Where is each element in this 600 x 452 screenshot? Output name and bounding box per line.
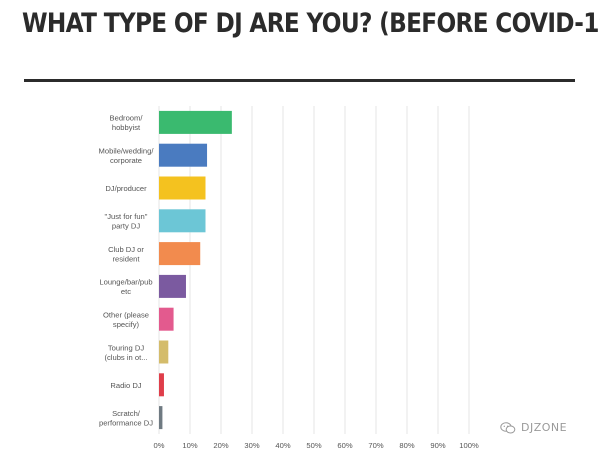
bar xyxy=(159,406,163,430)
x-tick-label: 100% xyxy=(459,441,479,450)
watermark: DJZONE xyxy=(500,421,567,434)
bar xyxy=(159,340,169,364)
x-tick-label: 20% xyxy=(213,441,228,450)
title-divider xyxy=(24,79,575,82)
bar xyxy=(159,176,206,200)
bar xyxy=(159,209,206,233)
x-tick-label: 60% xyxy=(337,441,352,450)
x-tick-label: 0% xyxy=(154,441,165,450)
category-label: Touring DJ (clubs in ot... xyxy=(104,343,147,362)
x-tick-label: 30% xyxy=(244,441,259,450)
category-label: Mobile/wedding/corporate xyxy=(99,146,155,165)
category-label: Radio DJ xyxy=(110,381,141,390)
x-tick-label: 40% xyxy=(275,441,290,450)
bar xyxy=(159,274,186,298)
category-label: Club DJ or resident xyxy=(108,245,144,264)
wechat-icon xyxy=(500,421,516,433)
bar xyxy=(159,110,232,134)
bar xyxy=(159,307,174,331)
category-label: Scratch/performance DJ xyxy=(99,409,153,428)
category-label: "Just for fun" party DJ xyxy=(105,212,148,231)
x-tick-label: 50% xyxy=(306,441,321,450)
x-tick-label: 80% xyxy=(399,441,414,450)
x-tick-label: 90% xyxy=(430,441,445,450)
page-title: WHAT TYPE OF DJ ARE YOU? (BEFORE COVID-1… xyxy=(22,8,600,39)
category-label: Lounge/bar/pub etc xyxy=(99,278,152,297)
bar xyxy=(159,143,208,167)
category-label: Other (please specify) xyxy=(103,310,149,329)
x-tick-label: 70% xyxy=(368,441,383,450)
x-tick-label: 10% xyxy=(182,441,197,450)
category-label: DJ/producer xyxy=(105,184,147,193)
bar xyxy=(159,373,164,397)
bar xyxy=(159,242,201,266)
watermark-text: DJZONE xyxy=(521,421,568,434)
category-label: Bedroom/hobbyist xyxy=(110,114,144,132)
